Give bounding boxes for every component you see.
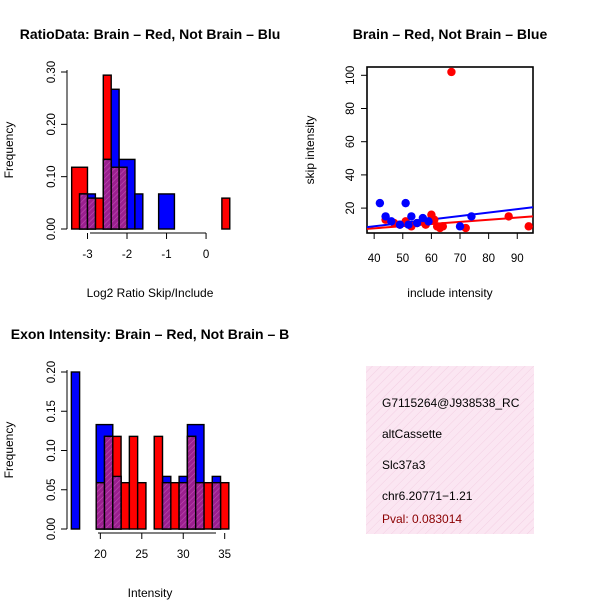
intensity-y-label: Frequency — [2, 422, 16, 479]
ratio-overlap-bar-4 — [118, 166, 128, 230]
intensity-overlap-bar-5 — [186, 435, 197, 530]
ratio-x-tick-label: 0 — [203, 249, 209, 261]
scatter-x-tick-label: 50 — [396, 253, 409, 265]
scatter-x-ticks: 40 50 60 70 80 90 — [368, 233, 524, 265]
scatter-point-not-brain-10 — [455, 222, 465, 231]
ratio-overlap-bar-1 — [86, 197, 97, 230]
scatter-x-tick-label: 80 — [482, 253, 495, 265]
intensity-bar-brain-5 — [136, 481, 147, 530]
scatter-y-label: skip intensity — [303, 116, 317, 185]
scatter-points — [375, 67, 533, 233]
ratio-x-tick-label: -2 — [122, 249, 132, 261]
scatter-y-tick-label: 80 — [345, 102, 357, 115]
scatter-y-tick-label: 20 — [345, 202, 357, 215]
intensity-bar-not-brain-0 — [70, 371, 81, 530]
intensity-histogram-bars — [70, 371, 230, 530]
scatter-x-tick-label: 40 — [368, 253, 381, 265]
ratio-bar-not-brain-6 — [157, 193, 176, 230]
scatter-plot-box — [366, 66, 534, 234]
ratio-overlap-bar-3 — [110, 166, 120, 230]
intensity-bar-brain-7 — [153, 435, 164, 530]
ratio-histogram-title: RatioData: Brain – Red, Not Brain – Blu — [20, 26, 281, 42]
ratio-histogram-bars — [70, 74, 231, 230]
probe-info-panel: G7115264@J938538_RC altCassette Slc37a3 … — [366, 366, 534, 534]
ratio-y-ticks: 0.00 0.10 0.20 0.30 — [46, 61, 67, 240]
intensity-y-tick-label: 0.00 — [46, 518, 58, 540]
scatter-point-not-brain-1 — [381, 212, 390, 221]
scatter-title: Brain – Red, Not Brain – Blue — [353, 26, 548, 42]
event-type: altCassette — [382, 427, 442, 441]
scatter-x-tick-label: 70 — [454, 253, 467, 265]
intensity-overlap-bar-0 — [95, 481, 106, 530]
intensity-overlap-bar-3 — [161, 481, 172, 530]
intensity-y-ticks: 0.00 0.05 0.10 0.15 0.20 — [46, 361, 67, 540]
scatter-point-not-brain-2 — [387, 217, 396, 226]
scatter-point-not-brain-11 — [467, 212, 476, 221]
intensity-overlap-bar-6 — [194, 481, 205, 530]
ratio-overlap-bar-0 — [78, 193, 89, 230]
ratio-histogram: RatioData: Brain – Red, Not Brain – Blu … — [2, 26, 280, 300]
intensity-bar-brain-9 — [170, 481, 180, 530]
p-value: Pval: 0.083014 — [382, 512, 462, 526]
scatter-point-not-brain-6 — [407, 212, 416, 221]
scatter-x-tick-label: 60 — [425, 253, 438, 265]
intensity-x-tick-label: 35 — [218, 549, 231, 561]
ratio-x-ticks: -3 -2 -1 0 — [82, 233, 209, 261]
probe-info-background — [366, 366, 534, 534]
intensity-x-tick-label: 30 — [177, 549, 190, 561]
intensity-overlap-bar-1 — [103, 435, 114, 530]
intensity-y-tick-label: 0.05 — [46, 479, 58, 501]
scatter-point-not-brain-4 — [401, 198, 410, 208]
intensity-y-tick-label: 0.10 — [46, 439, 58, 461]
scatter-point-brain-15 — [504, 212, 513, 221]
intensity-bar-brain-4 — [128, 435, 139, 530]
ratio-x-tick-label: -3 — [82, 249, 92, 261]
intensity-x-tick-label: 20 — [94, 549, 107, 561]
intensity-overlap-bar-7 — [211, 481, 222, 530]
intensity-histogram: Exon Intensity: Brain – Red, Not Brain –… — [2, 326, 289, 600]
scatter-point-not-brain-7 — [412, 218, 422, 228]
intensity-scatter: Brain – Red, Not Brain – Blue 20 40 60 80 10… — [303, 26, 547, 300]
scatter-point-brain-12 — [438, 222, 448, 231]
scatter-y-ticks: 20 40 60 80 100 — [345, 66, 367, 215]
ratio-x-label: Log2 Ratio Skip/Include — [87, 286, 214, 300]
scatter-x-tick-label: 90 — [511, 253, 524, 265]
intensity-y-tick-label: 0.15 — [46, 400, 58, 422]
intensity-x-tick-label: 25 — [135, 549, 148, 561]
ratio-bar-brain-6 — [221, 197, 231, 230]
scatter-y-tick-label: 40 — [345, 169, 357, 182]
ratio-y-tick-label: 0.10 — [46, 165, 58, 187]
scatter-y-tick-label: 100 — [345, 66, 357, 85]
scatter-point-not-brain-9 — [424, 217, 433, 226]
intensity-bar-brain-3 — [120, 481, 131, 530]
scatter-point-brain-16 — [524, 222, 533, 231]
intensity-bar-brain-13 — [203, 481, 213, 530]
scatter-point-brain-13 — [447, 67, 456, 77]
intensity-histogram-title: Exon Intensity: Brain – Red, Not Brain –… — [11, 326, 290, 342]
gene-symbol: Slc37a3 — [382, 458, 426, 472]
scatter-point-not-brain-5 — [404, 220, 413, 229]
intensity-x-ticks: 20 25 30 35 — [94, 533, 231, 561]
intensity-overlap-bar-2 — [112, 475, 122, 530]
ratio-y-tick-label: 0.20 — [46, 113, 58, 135]
ratio-y-label: Frequency — [2, 122, 16, 179]
ratio-bar-not-brain-5 — [134, 193, 144, 230]
intensity-overlap-bar-4 — [178, 481, 189, 530]
ratio-bar-brain-2 — [94, 197, 104, 230]
intensity-x-label: Intensity — [128, 586, 173, 600]
probe-id: G7115264@J938538_RC — [382, 396, 520, 410]
ratio-y-tick-label: 0.00 — [46, 218, 58, 240]
ratio-overlap-bar-2 — [102, 158, 112, 230]
ratio-x-tick-label: -1 — [161, 249, 171, 261]
scatter-x-label: include intensity — [407, 286, 492, 300]
scatter-point-not-brain-0 — [375, 198, 385, 208]
intensity-y-tick-label: 0.20 — [46, 361, 58, 383]
genomic-location: chr6.20771−1.21 — [382, 489, 473, 503]
scatter-point-not-brain-3 — [395, 220, 405, 229]
ratio-y-tick-label: 0.30 — [46, 61, 58, 83]
intensity-bar-brain-15 — [219, 481, 230, 530]
scatter-y-tick-label: 60 — [345, 135, 357, 148]
